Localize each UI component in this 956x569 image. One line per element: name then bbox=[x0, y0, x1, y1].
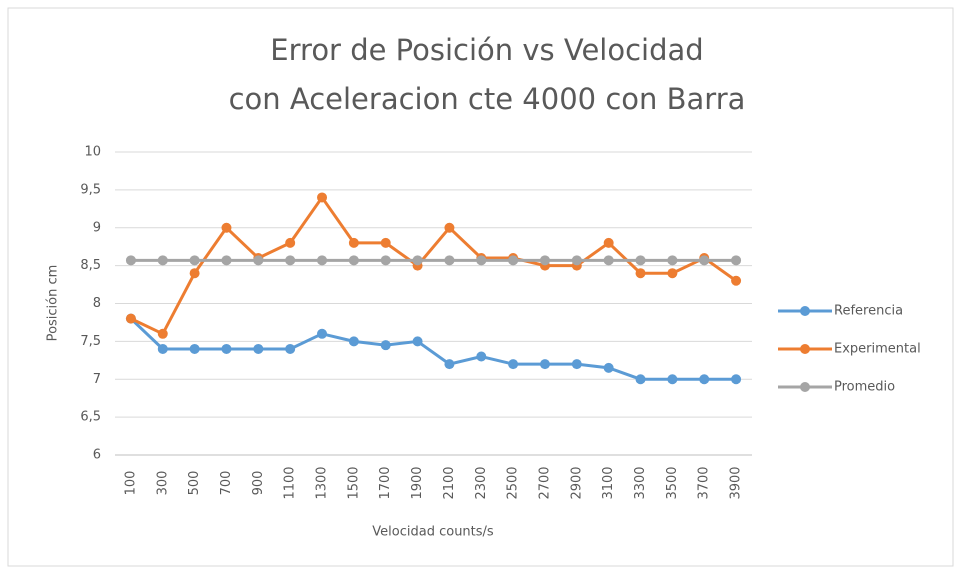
point bbox=[221, 343, 232, 354]
point bbox=[253, 255, 264, 266]
point bbox=[667, 374, 678, 385]
point bbox=[221, 222, 232, 233]
y-axis-label: Posición cm bbox=[46, 265, 61, 342]
point bbox=[412, 255, 423, 266]
point bbox=[157, 255, 168, 266]
point bbox=[380, 237, 391, 248]
x-tick-label: 1300 bbox=[315, 466, 330, 499]
point bbox=[444, 222, 455, 233]
point bbox=[603, 362, 614, 373]
point bbox=[285, 255, 296, 266]
point bbox=[444, 255, 455, 266]
y-tick-label: 8 bbox=[93, 296, 101, 311]
legend-marker bbox=[800, 344, 810, 354]
point bbox=[539, 359, 550, 370]
x-tick-label: 1500 bbox=[346, 466, 361, 499]
y-tick-label: 6,5 bbox=[80, 410, 101, 425]
x-tick-label: 1900 bbox=[410, 466, 425, 499]
point bbox=[189, 343, 200, 354]
x-tick-label: 2500 bbox=[506, 466, 521, 499]
legend-marker bbox=[800, 306, 810, 316]
point bbox=[348, 237, 359, 248]
point bbox=[667, 255, 678, 266]
point bbox=[476, 255, 487, 266]
chart-title: con Aceleracion cte 4000 con Barra bbox=[229, 82, 746, 116]
point bbox=[635, 268, 646, 279]
point bbox=[348, 255, 359, 266]
x-tick-label: 3300 bbox=[633, 466, 648, 499]
y-tick-label: 7,5 bbox=[80, 334, 101, 349]
x-tick-label: 1100 bbox=[283, 466, 298, 499]
point bbox=[699, 255, 710, 266]
point bbox=[157, 343, 168, 354]
point bbox=[508, 255, 519, 266]
x-axis-label: Velocidad counts/s bbox=[372, 525, 494, 540]
point bbox=[635, 255, 646, 266]
x-tick-label: 2300 bbox=[474, 466, 489, 499]
x-tick-label: 500 bbox=[187, 471, 202, 496]
point bbox=[699, 374, 710, 385]
legend-label: Referencia bbox=[834, 304, 903, 319]
series-line bbox=[130, 194, 737, 336]
x-tick-label: 1700 bbox=[378, 466, 393, 499]
point bbox=[221, 255, 232, 266]
point bbox=[125, 313, 136, 324]
point bbox=[444, 359, 455, 370]
chart-title: Error de Posición vs Velocidad bbox=[270, 33, 703, 67]
legend-label: Promedio bbox=[834, 380, 895, 395]
point bbox=[317, 328, 328, 339]
y-tick-label: 10 bbox=[84, 145, 101, 160]
x-tick-label: 100 bbox=[123, 471, 138, 496]
point bbox=[667, 268, 678, 279]
point bbox=[157, 328, 168, 339]
point bbox=[285, 343, 296, 354]
point bbox=[253, 343, 264, 354]
point bbox=[571, 255, 582, 266]
x-tick-label: 3900 bbox=[729, 466, 744, 499]
point bbox=[380, 255, 391, 266]
y-tick-label: 9 bbox=[93, 220, 101, 235]
point bbox=[285, 237, 296, 248]
x-tick-label: 700 bbox=[219, 471, 234, 496]
y-tick-label: 6 bbox=[93, 448, 101, 463]
chart-border bbox=[7, 7, 954, 567]
point bbox=[731, 255, 742, 266]
point bbox=[731, 275, 742, 286]
point bbox=[476, 351, 487, 362]
x-tick-label: 2100 bbox=[442, 466, 457, 499]
series-line bbox=[129, 317, 737, 381]
point bbox=[731, 374, 742, 385]
point bbox=[412, 336, 423, 347]
x-tick-label: 2700 bbox=[537, 466, 552, 499]
point bbox=[317, 255, 328, 266]
y-tick-label: 9,5 bbox=[80, 182, 101, 197]
point bbox=[348, 336, 359, 347]
point bbox=[317, 192, 328, 203]
x-tick-label: 3100 bbox=[601, 466, 616, 499]
x-tick-label: 3500 bbox=[665, 466, 680, 499]
point bbox=[380, 340, 391, 351]
point bbox=[189, 268, 200, 279]
x-tick-label: 3700 bbox=[697, 466, 712, 499]
x-tick-label: 2900 bbox=[569, 466, 584, 499]
point bbox=[635, 374, 646, 385]
point bbox=[603, 237, 614, 248]
point bbox=[603, 255, 614, 266]
point bbox=[125, 255, 136, 266]
y-tick-label: 7 bbox=[93, 372, 101, 387]
point bbox=[189, 255, 200, 266]
legend-marker bbox=[800, 382, 810, 392]
point bbox=[571, 359, 582, 370]
x-tick-label: 300 bbox=[155, 471, 170, 496]
y-tick-label: 8,5 bbox=[80, 258, 101, 273]
legend-label: Experimental bbox=[834, 342, 921, 357]
point bbox=[539, 255, 550, 266]
x-tick-label: 900 bbox=[251, 471, 266, 496]
point bbox=[508, 359, 519, 370]
